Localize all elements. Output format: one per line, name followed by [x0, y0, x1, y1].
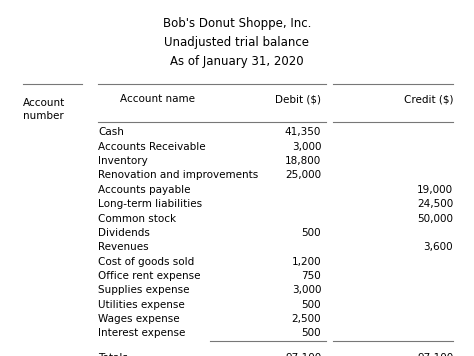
Text: Accounts Receivable: Accounts Receivable [98, 142, 206, 152]
Text: 50,000: 50,000 [417, 214, 453, 224]
Text: Accounts payable: Accounts payable [98, 185, 191, 195]
Text: 3,600: 3,600 [423, 242, 453, 252]
Text: Cash: Cash [98, 127, 124, 137]
Text: Credit ($): Credit ($) [404, 94, 453, 104]
Text: 24,500: 24,500 [417, 199, 453, 209]
Text: Revenues: Revenues [98, 242, 149, 252]
Text: Office rent expense: Office rent expense [98, 271, 201, 281]
Text: 25,000: 25,000 [285, 171, 321, 180]
Text: 3,000: 3,000 [292, 285, 321, 295]
Text: 97,100: 97,100 [285, 353, 321, 356]
Text: Inventory: Inventory [98, 156, 148, 166]
Text: 3,000: 3,000 [292, 142, 321, 152]
Text: Cost of goods sold: Cost of goods sold [98, 257, 194, 267]
Text: 750: 750 [301, 271, 321, 281]
Text: 18,800: 18,800 [285, 156, 321, 166]
Text: 500: 500 [301, 228, 321, 238]
Text: 97,100: 97,100 [417, 353, 453, 356]
Text: 500: 500 [301, 300, 321, 310]
Text: Interest expense: Interest expense [98, 328, 186, 338]
Text: Totals: Totals [98, 353, 128, 356]
Text: Dividends: Dividends [98, 228, 150, 238]
Text: Common stock: Common stock [98, 214, 176, 224]
Text: Account
number: Account number [23, 98, 65, 121]
Text: As of January 31, 2020: As of January 31, 2020 [170, 55, 304, 68]
Text: Supplies expense: Supplies expense [98, 285, 190, 295]
Text: 41,350: 41,350 [285, 127, 321, 137]
Text: Renovation and improvements: Renovation and improvements [98, 171, 258, 180]
Text: Long-term liabilities: Long-term liabilities [98, 199, 202, 209]
Text: Bob's Donut Shoppe, Inc.: Bob's Donut Shoppe, Inc. [163, 17, 311, 30]
Text: 500: 500 [301, 328, 321, 338]
Text: Unadjusted trial balance: Unadjusted trial balance [164, 36, 310, 49]
Text: 1,200: 1,200 [292, 257, 321, 267]
Text: Wages expense: Wages expense [98, 314, 180, 324]
Text: Utilities expense: Utilities expense [98, 300, 185, 310]
Text: Account name: Account name [120, 94, 195, 104]
Text: 19,000: 19,000 [417, 185, 453, 195]
Text: 2,500: 2,500 [292, 314, 321, 324]
Text: Debit ($): Debit ($) [275, 94, 321, 104]
